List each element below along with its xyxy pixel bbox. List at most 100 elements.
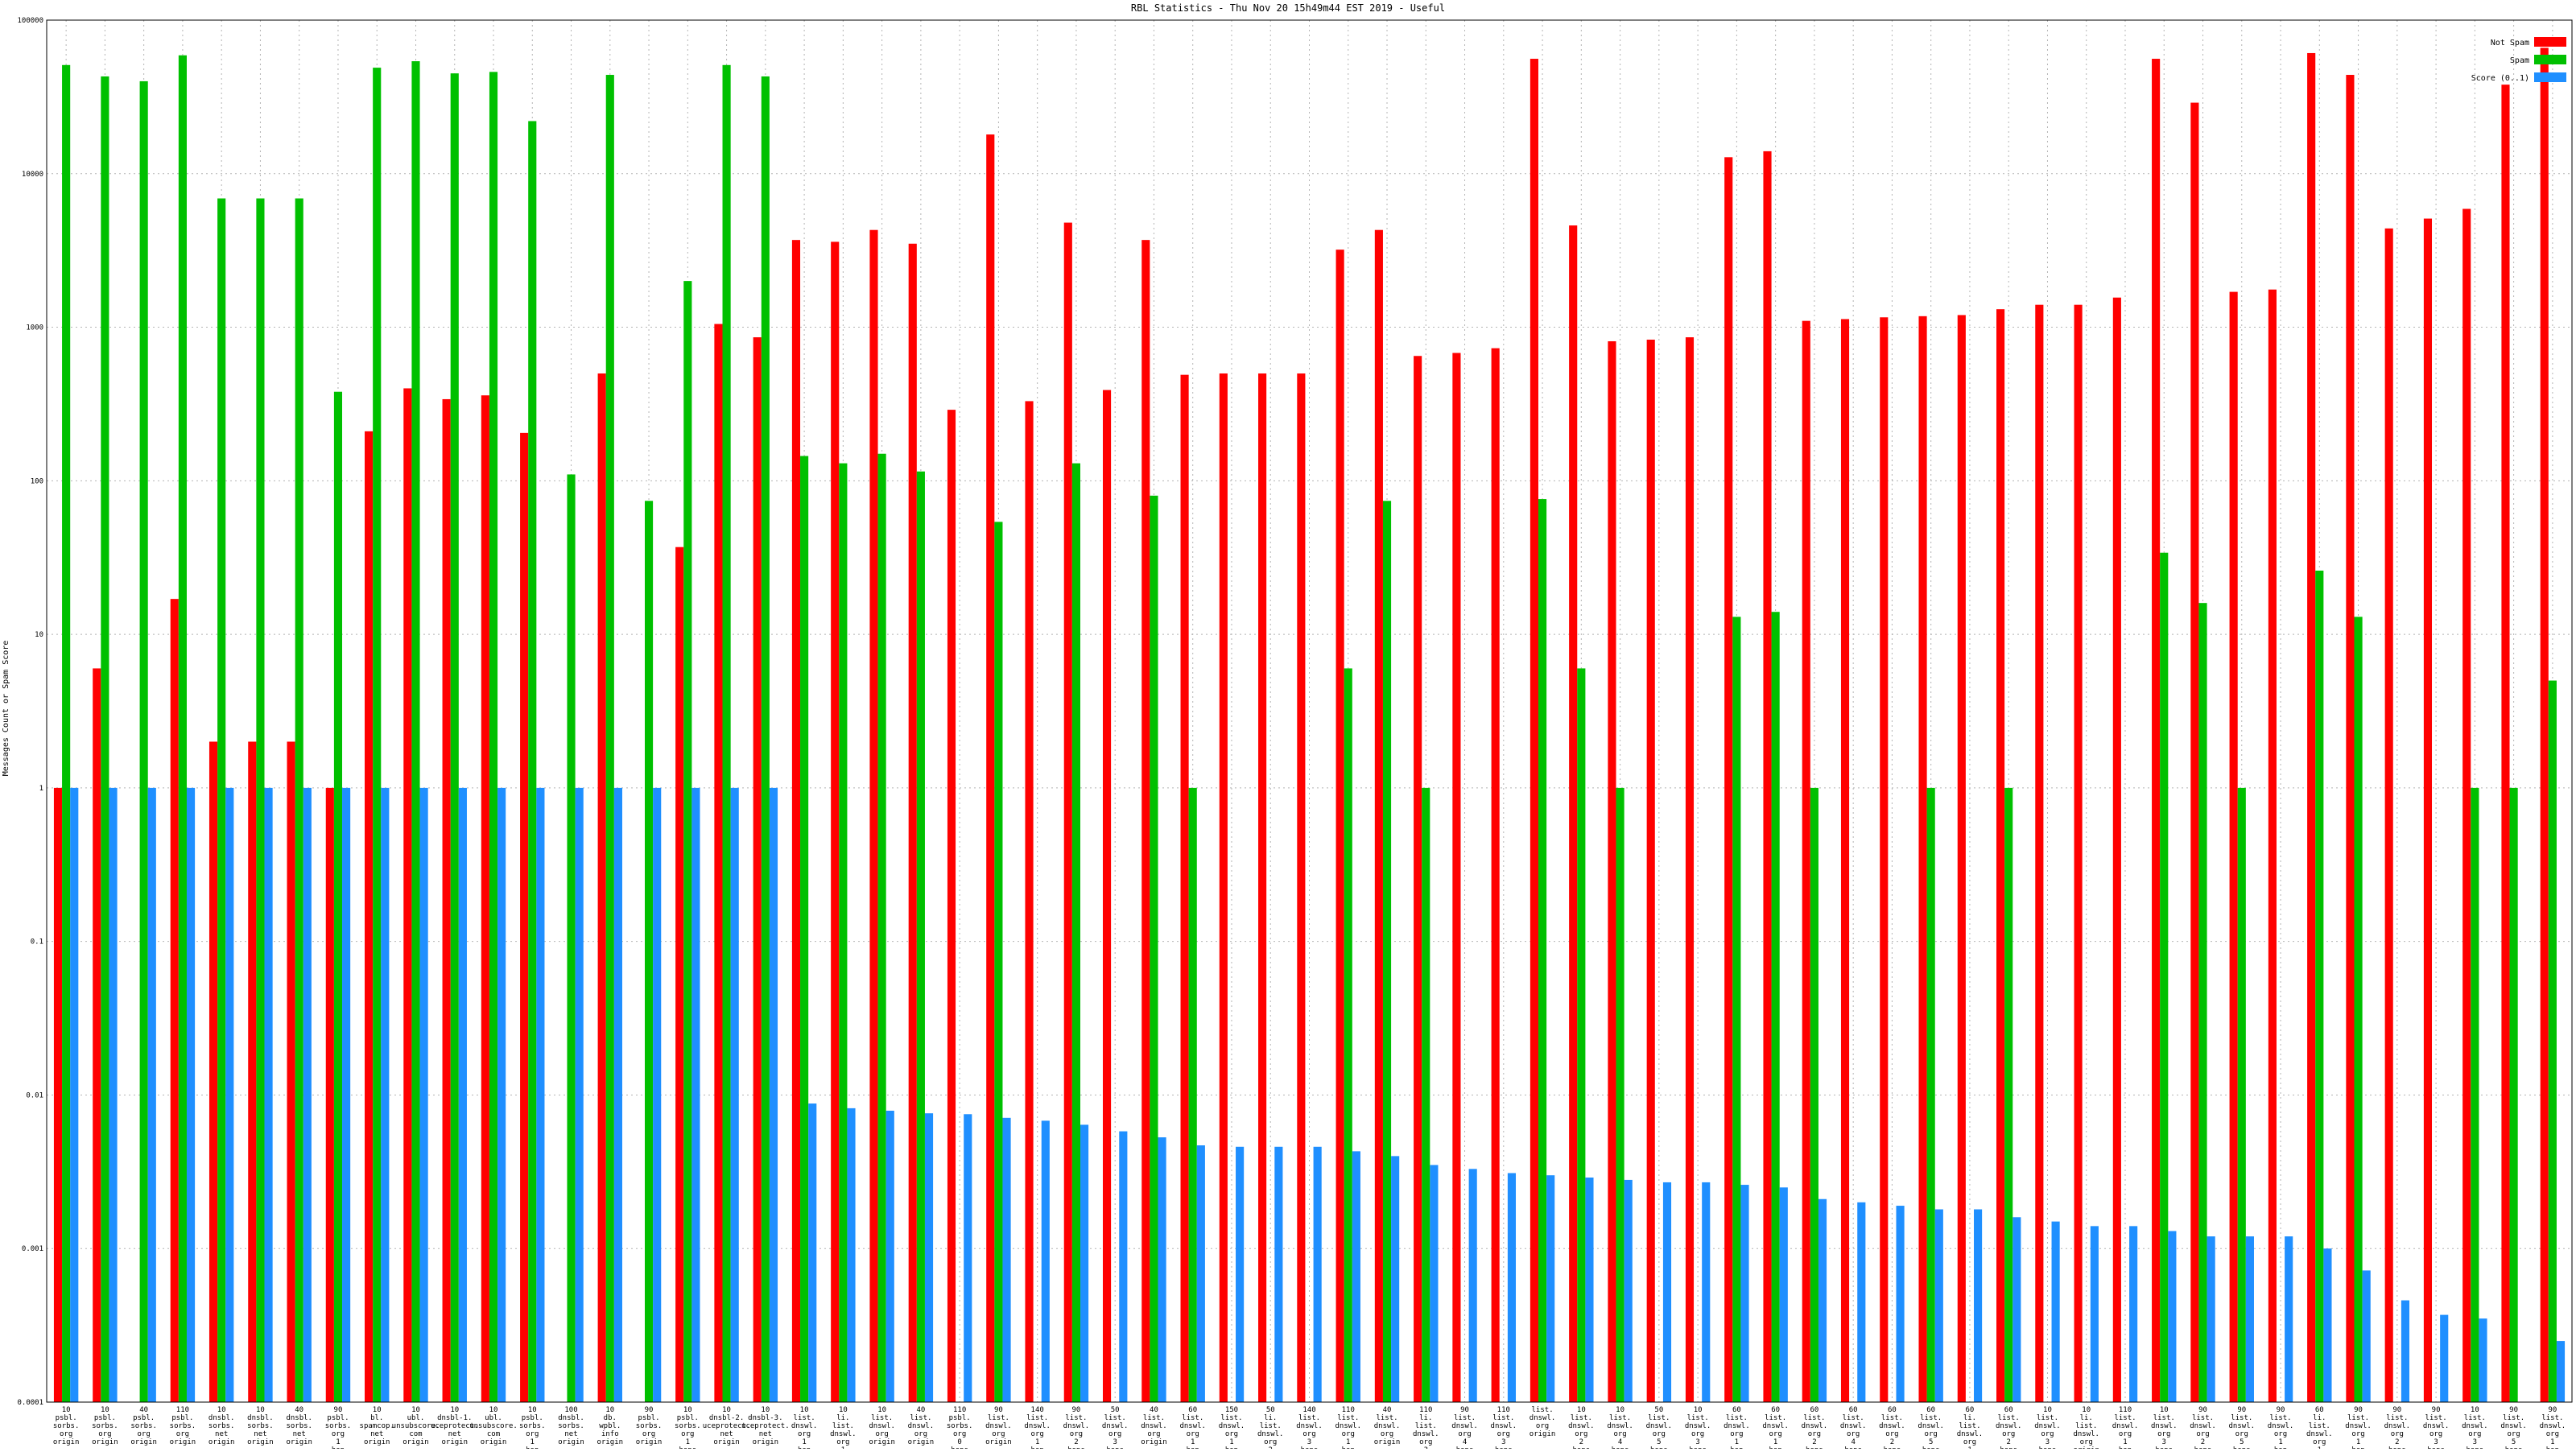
x-category-label-line: 2 xyxy=(2006,1438,2010,1446)
x-category-label: 40 list. dnswl. org origin xyxy=(1141,1406,1167,1446)
x-category-label-line: net xyxy=(759,1430,772,1438)
x-category-label-line: 110 xyxy=(1342,1406,1355,1414)
x-category-label-line: 3 xyxy=(2162,1438,2166,1446)
x-category-label-line: dnswl. xyxy=(1451,1422,1478,1430)
x-category-label-line: 3 xyxy=(2434,1438,2438,1446)
x-category-label-line: 2 xyxy=(1579,1438,1583,1446)
x-category-label-line: psbl. xyxy=(327,1414,349,1422)
x-category-label-line: sorbs. xyxy=(286,1422,312,1430)
not-spam-bar xyxy=(2074,304,2083,1402)
x-category-label-line: 10 xyxy=(489,1406,498,1414)
x-category-label-line: 10 xyxy=(683,1406,692,1414)
score-bar xyxy=(536,787,545,1402)
x-category-label-line: 110 xyxy=(2119,1406,2132,1414)
x-category-label-line: psbl. xyxy=(133,1414,155,1422)
not-spam-bar xyxy=(2540,47,2549,1403)
spam-bar xyxy=(62,64,71,1403)
x-category-label-line: origin xyxy=(364,1438,390,1446)
x-category-label-line: org xyxy=(176,1430,189,1438)
not-spam-bar xyxy=(1491,348,1500,1403)
score-bar xyxy=(1779,1187,1788,1402)
spam-bar xyxy=(2237,787,2246,1402)
x-category-label-line: dnswl. xyxy=(1102,1422,1129,1430)
x-category-label-line: sorbs. xyxy=(519,1422,546,1430)
x-category-label-line: list. xyxy=(2503,1414,2524,1422)
x-category-label-line: 3 xyxy=(1501,1438,1505,1446)
not-spam-bar xyxy=(831,241,840,1402)
not-spam-bar xyxy=(1452,353,1461,1402)
x-category-label-line: dnsbl. xyxy=(286,1414,312,1422)
x-category-label-line: psbl. xyxy=(56,1414,77,1422)
x-category-label-line: li. xyxy=(2080,1414,2093,1422)
x-category-label-line: 10 xyxy=(839,1406,848,1414)
x-category-label: 10 list. dnswl. org origin xyxy=(869,1406,895,1446)
not-spam-bar xyxy=(2229,291,2238,1402)
not-spam-bar xyxy=(1258,373,1267,1403)
not-spam-bar xyxy=(1297,373,1306,1403)
x-category-label-line: origin xyxy=(636,1438,663,1446)
score-bar xyxy=(1740,1185,1749,1402)
chart-title: RBL Statistics - Thu Nov 20 15h49m44 EST… xyxy=(1131,2,1445,14)
x-category-label-line: 90 xyxy=(2198,1406,2207,1414)
x-category-label-line: 40 xyxy=(916,1406,925,1414)
score-bar xyxy=(303,787,312,1402)
not-spam-bar xyxy=(2190,102,2199,1403)
x-category-label-line: 4 xyxy=(1463,1438,1467,1446)
not-spam-bar xyxy=(403,388,412,1403)
x-category-label-line: list. xyxy=(1726,1414,1748,1422)
score-bar xyxy=(730,787,739,1402)
x-category-label-line: 10 xyxy=(1616,1406,1624,1414)
x-category-label-line: org xyxy=(1613,1430,1626,1438)
x-category-label-line: dnswl. xyxy=(1335,1422,1362,1430)
not-spam-bar xyxy=(2152,59,2161,1402)
x-category-label-line: sorbs. xyxy=(170,1422,196,1430)
x-category-label-line: uceprotect. xyxy=(741,1422,790,1430)
spam-bar xyxy=(1732,617,1741,1402)
x-category-label-line: origin xyxy=(713,1438,740,1446)
x-category-label-line: list. xyxy=(1182,1414,1203,1422)
y-tick-label: 0.1 xyxy=(31,938,43,947)
x-category-label-line: 110 xyxy=(953,1406,966,1414)
x-category-label-line: 10 xyxy=(877,1406,886,1414)
score-bar xyxy=(1507,1173,1517,1402)
x-category-label-line: 90 xyxy=(645,1406,654,1414)
x-category-label-line: sorbs. xyxy=(636,1422,663,1430)
x-category-label-line: 150 xyxy=(1225,1406,1238,1414)
x-category-label-line: dnswl. xyxy=(2423,1422,2450,1430)
score-bar xyxy=(613,787,622,1402)
x-category-label-line: dnswl. xyxy=(2034,1422,2061,1430)
x-category-label-line: list. xyxy=(2153,1414,2175,1422)
not-spam-bar xyxy=(2112,297,2121,1402)
x-category-label-line: dnswl. xyxy=(1257,1430,1284,1438)
x-category-label-line: 10 xyxy=(373,1406,382,1414)
x-category-label-line: org xyxy=(681,1430,694,1438)
spam-bar xyxy=(178,55,187,1403)
score-bar xyxy=(186,787,196,1402)
x-category-label-line: list. xyxy=(1298,1414,1320,1422)
x-category-label-line: 1 xyxy=(686,1438,690,1446)
score-bar xyxy=(2129,1226,2138,1402)
x-category-label-line: info xyxy=(601,1430,619,1438)
x-category-label-line: list. xyxy=(2347,1414,2369,1422)
x-category-label: 90 psbl. sorbs. org origin xyxy=(636,1406,663,1446)
x-category-label-line: dnswl. xyxy=(869,1422,895,1430)
x-category-label-line: list. xyxy=(988,1414,1009,1422)
x-category-label-line: org xyxy=(2041,1430,2054,1438)
not-spam-bar xyxy=(714,324,723,1402)
score-bar xyxy=(1196,1145,1205,1402)
not-spam-bar xyxy=(53,787,63,1402)
x-category-label-line: sorbs. xyxy=(325,1422,352,1430)
x-category-label-line: dnswl. xyxy=(2190,1422,2216,1430)
not-spam-bar xyxy=(2462,208,2471,1402)
spam-bar xyxy=(2471,787,2479,1402)
score-bar xyxy=(109,787,118,1402)
y-tick-label: 10 xyxy=(35,631,43,639)
score-bar xyxy=(342,787,351,1402)
